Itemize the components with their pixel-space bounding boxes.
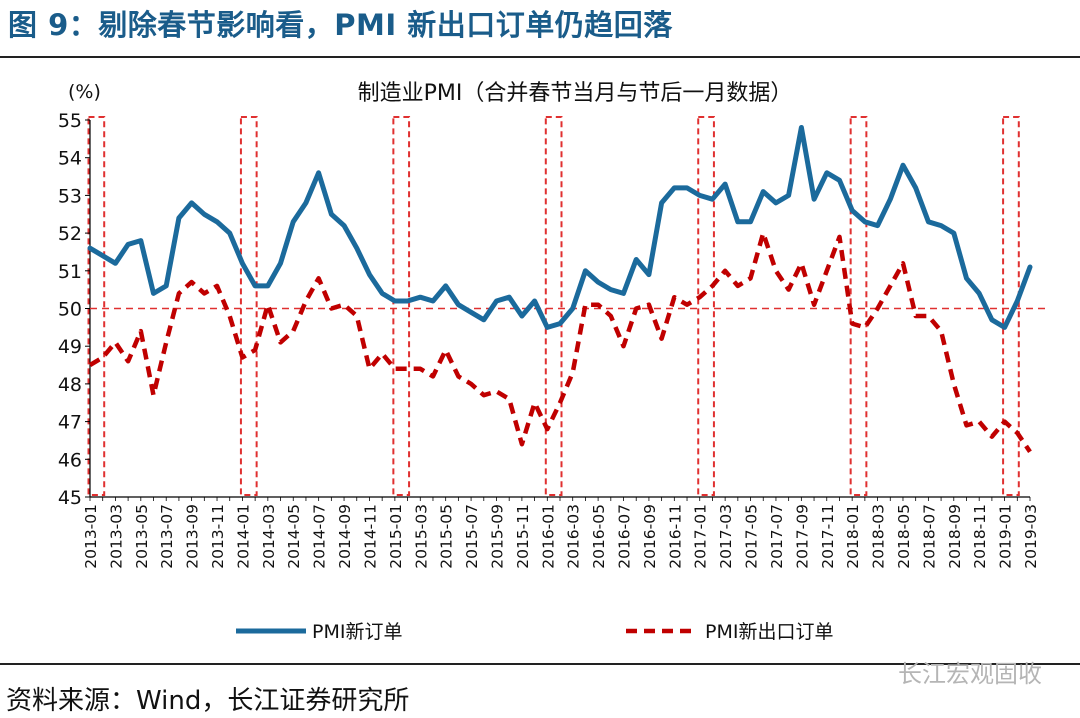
x-tick-label-2019-03: 2019-03 <box>1022 504 1040 569</box>
x-tick-label-2013-07: 2013-07 <box>158 504 176 569</box>
x-tick-label-2019-01: 2019-01 <box>997 504 1015 569</box>
x-tick-label-2017-07: 2017-07 <box>768 504 786 569</box>
source-note: 资料来源：Wind，长江证券研究所 <box>6 686 410 716</box>
x-tick-label-2013-03: 2013-03 <box>107 504 125 569</box>
x-tick-label-2014-05: 2014-05 <box>285 504 303 569</box>
x-tick-label-2018-11: 2018-11 <box>971 504 989 569</box>
series-line-new-export-orders <box>88 230 1032 454</box>
x-tick-label-2014-01: 2014-01 <box>234 504 252 569</box>
y-tick-label-45: 45 <box>58 487 82 509</box>
x-tick-label-2018-01: 2018-01 <box>844 504 862 569</box>
x-tick-label-2016-07: 2016-07 <box>616 504 634 569</box>
x-tick-label-2015-01: 2015-01 <box>387 504 405 569</box>
highlight-box-2016-01 <box>544 116 563 496</box>
bottom-rule <box>0 663 1080 665</box>
x-tick-label-2013-11: 2013-11 <box>209 504 227 569</box>
x-tick-label-2014-03: 2014-03 <box>260 504 278 569</box>
highlight-box-2014-01 <box>239 116 258 496</box>
x-tick-label-2014-09: 2014-09 <box>336 504 354 569</box>
x-tick-label-2016-01: 2016-01 <box>539 504 557 569</box>
y-tick-label-47: 47 <box>58 412 82 434</box>
x-tick-label-2014-11: 2014-11 <box>361 504 379 569</box>
y-tick-label-54: 54 <box>58 148 82 170</box>
y-tick-label-51: 51 <box>58 261 82 283</box>
y-tick-label-53: 53 <box>58 185 82 207</box>
x-tick-label-2016-11: 2016-11 <box>666 504 684 569</box>
y-tick-label-49: 49 <box>58 336 82 358</box>
x-tick-label-2013-09: 2013-09 <box>184 504 202 569</box>
x-tick-label-2015-05: 2015-05 <box>438 504 456 569</box>
x-tick-label-2018-05: 2018-05 <box>895 504 913 569</box>
x-tick-label-2013-01: 2013-01 <box>82 504 100 569</box>
x-tick-label-2018-09: 2018-09 <box>946 504 964 569</box>
x-tick-label-2017-01: 2017-01 <box>692 504 710 569</box>
x-tick-label-2015-11: 2015-11 <box>514 504 532 569</box>
watermark-text: 长江宏观固收 <box>898 660 1042 688</box>
x-tick-label-2018-03: 2018-03 <box>870 504 888 569</box>
y-unit-label: (%) <box>68 81 101 103</box>
x-tick-label-2016-03: 2016-03 <box>565 504 583 569</box>
x-tick-label-2013-05: 2013-05 <box>133 504 151 569</box>
figure-title: 图 9：剔除春节影响看，PMI 新出口订单仍趋回落 <box>8 8 673 42</box>
highlight-box-2015-01 <box>392 116 411 496</box>
y-tick-label-55: 55 <box>58 110 82 132</box>
y-tick-label-50: 50 <box>58 299 82 321</box>
chart-title: 制造业PMI（合并春节当月与节后一月数据） <box>358 81 793 106</box>
x-tick-label-2016-09: 2016-09 <box>641 504 659 569</box>
series-line-new-orders <box>87 125 1033 330</box>
y-tick-label-52: 52 <box>58 223 82 245</box>
highlight-box-2017-01 <box>697 116 715 496</box>
y-tick-label-48: 48 <box>58 374 82 396</box>
x-tick-label-2017-11: 2017-11 <box>819 504 837 569</box>
x-tick-label-2017-09: 2017-09 <box>793 504 811 569</box>
top-rule <box>0 56 1080 58</box>
x-tick-label-2018-07: 2018-07 <box>920 504 938 569</box>
x-tick-label-2016-05: 2016-05 <box>590 504 608 569</box>
x-tick-label-2015-03: 2015-03 <box>412 504 430 569</box>
pmi-chart: 制造业PMI（合并春节当月与节后一月数据） (%) 45 46 47 48 49 50 51… <box>58 81 1045 643</box>
highlight-box-2013-01 <box>87 116 106 496</box>
x-tick-label-2015-09: 2015-09 <box>488 504 506 569</box>
legend-label-new-orders: PMI新订单 <box>312 621 402 643</box>
legend-label-new-export-orders: PMI新出口订单 <box>705 621 833 643</box>
x-tick-label-2017-03: 2017-03 <box>717 504 735 569</box>
x-tick-label-2014-07: 2014-07 <box>311 504 329 569</box>
highlight-box-2018-01 <box>849 116 868 496</box>
highlight-box-2019-01 <box>1002 116 1020 496</box>
x-tick-label-2015-07: 2015-07 <box>463 504 481 569</box>
x-tick-label-2017-05: 2017-05 <box>743 504 761 569</box>
y-tick-label-46: 46 <box>58 449 82 471</box>
